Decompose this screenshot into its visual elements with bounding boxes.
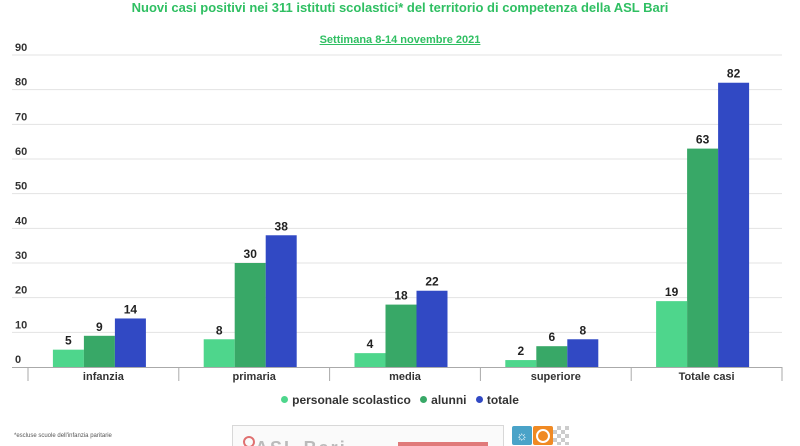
legend-dot-totale [475, 396, 483, 403]
data-label: 2 [517, 344, 524, 358]
legend-item-personale: personale scolastico [281, 393, 411, 407]
data-label: 82 [727, 67, 741, 81]
data-label: 8 [579, 323, 586, 337]
y-tick-label: 90 [15, 42, 27, 54]
bar-chart: 0 10 20 30 40 50 60 70 80 90 5 9 14 infanzia 8 30 38 prim… [12, 42, 783, 383]
y-tick-label: 20 [15, 285, 27, 297]
y-tick-label: 60 [15, 146, 27, 158]
legend-item-totale: totale [475, 393, 519, 407]
target-ring [536, 429, 550, 443]
chart-title: Nuovi casi positivi nei 311 istituti sco… [131, 0, 669, 15]
bar [385, 304, 417, 367]
bar [265, 235, 297, 367]
data-label: 9 [96, 320, 103, 334]
legend-dot-alunni [420, 396, 428, 403]
data-label: 63 [696, 133, 710, 147]
checker-pattern [553, 426, 569, 445]
legend-label-personale: personale scolastico [292, 393, 411, 407]
y-tick-label: 30 [15, 250, 27, 262]
bar [83, 335, 115, 367]
x-tick-label: infanzia [83, 371, 125, 383]
bar [203, 339, 235, 367]
data-label: 19 [665, 285, 679, 299]
x-tick-label: media [389, 371, 422, 383]
bar [234, 263, 266, 367]
data-label: 30 [244, 247, 258, 261]
legend-item-alunni: alunni [420, 393, 467, 407]
data-label: 18 [394, 289, 408, 303]
bar [416, 290, 448, 367]
logo-bar [398, 442, 488, 446]
logo-mark-icon [243, 436, 255, 446]
legend-label-totale: totale [486, 393, 519, 407]
footnote: *escluse scuole dell'infanzia paritarie [14, 433, 112, 439]
chart-subtitle-text: Settimana 8-14 novembre 2021 [319, 34, 481, 46]
y-tick-label: 50 [15, 181, 27, 193]
x-tick-label: primaria [232, 371, 276, 383]
y-tick-label: 40 [15, 215, 27, 227]
data-label: 5 [65, 334, 72, 348]
bar [656, 301, 688, 367]
x-tick-label: superiore [531, 371, 581, 383]
data-label: 6 [548, 330, 555, 344]
data-label: 38 [275, 219, 289, 233]
chart-subtitle: Settimana 8-14 novembre 2021 [0, 34, 800, 46]
bar [687, 148, 719, 367]
y-tick-label: 80 [15, 77, 27, 89]
data-label: 4 [367, 337, 374, 351]
x-tick-label: Totale casi [679, 371, 735, 383]
data-label: 14 [124, 302, 138, 316]
asl-logo: ASL Bari [232, 425, 504, 446]
y-tick-label: 10 [15, 319, 27, 331]
target-icon [533, 426, 553, 445]
legend: personale scolastico alunni totale [0, 393, 800, 407]
sun-icon: ☼ [512, 426, 532, 445]
bar [718, 82, 750, 367]
legend-dot-personale [281, 396, 289, 403]
data-label: 22 [425, 275, 439, 289]
legend-label-alunni: alunni [431, 393, 467, 407]
logo-text: ASL Bari [255, 438, 347, 446]
bar [354, 353, 386, 367]
bar [114, 318, 146, 367]
bar [52, 349, 84, 367]
data-label: 8 [216, 323, 223, 337]
bar [567, 339, 599, 367]
bar [536, 346, 568, 367]
y-tick-label: 70 [15, 111, 27, 123]
bar [505, 360, 537, 367]
y-tick-label: 0 [15, 354, 21, 366]
